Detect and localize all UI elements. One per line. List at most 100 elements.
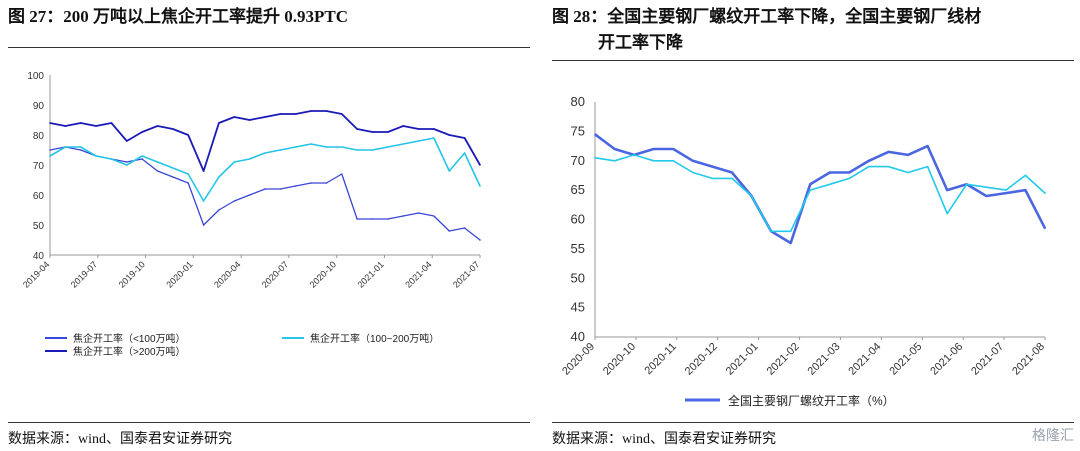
data-point [310, 182, 312, 184]
data-point [848, 171, 851, 174]
data-point [613, 159, 616, 162]
x-tick-label: 2021-03 [806, 341, 843, 378]
data-point [172, 167, 174, 169]
data-point [1005, 192, 1007, 194]
data-point [907, 171, 909, 174]
data-point [985, 195, 988, 197]
right-figure-title: 图 28：全国主要钢厂螺纹开工率下降，全国主要钢厂线材 开工率下降 [552, 4, 1072, 56]
x-tick-label: 2019-07 [69, 259, 99, 289]
data-point [64, 125, 67, 127]
y-tick-label: 80 [33, 131, 45, 142]
x-tick-label: 2021-01 [724, 341, 761, 378]
right-figure-title-line2: 开工率下降 [598, 33, 683, 52]
data-point [417, 212, 420, 214]
data-point [402, 143, 405, 145]
data-point [731, 171, 733, 174]
watermark: 格隆汇 [1032, 427, 1074, 443]
data-point [156, 125, 159, 127]
data-point [692, 159, 694, 162]
y-tick-label: 40 [33, 251, 45, 262]
data-point [172, 128, 174, 130]
data-point [672, 148, 675, 150]
series-line [594, 133, 1047, 245]
data-point [433, 137, 435, 139]
data-point [985, 186, 988, 188]
data-point [356, 218, 358, 220]
data-point [809, 189, 812, 191]
series-line [594, 154, 1046, 233]
data-point [1005, 189, 1007, 191]
data-point [371, 149, 374, 151]
data-point [770, 230, 772, 233]
data-point [946, 212, 948, 215]
y-tick-label: 65 [571, 182, 585, 197]
data-point [110, 122, 113, 124]
data-point [248, 119, 251, 121]
data-point [907, 154, 909, 156]
y-tick-label: 60 [33, 191, 45, 202]
data-point [750, 195, 753, 197]
x-tick-label: 2021-02 [765, 341, 802, 378]
x-tick-label: 2020-10 [601, 341, 638, 378]
top-rule-right [552, 60, 1074, 61]
data-point [340, 146, 343, 148]
data-point [479, 185, 481, 187]
data-point [187, 173, 190, 175]
left-figure-title: 图 27：200 万吨以上焦企开工率提升 0.93PTC [8, 7, 348, 26]
data-point [233, 200, 236, 202]
data-point [887, 165, 890, 168]
data-point [828, 183, 831, 186]
y-tick-label: 100 [27, 71, 44, 82]
data-point [387, 218, 389, 220]
x-tick-label: 2019-10 [117, 259, 147, 289]
data-point [156, 161, 159, 163]
data-point [264, 152, 266, 154]
x-tick-label: 2021-04 [846, 341, 883, 378]
data-point [141, 158, 143, 160]
data-point [264, 116, 266, 118]
right-figure-title-line1: 图 28：全国主要钢厂螺纹开工率下降，全国主要钢厂线材 [552, 7, 982, 26]
top-rule-left [8, 47, 530, 48]
bottom-rule-left [8, 422, 530, 423]
data-point [387, 131, 389, 133]
data-point [417, 140, 420, 142]
data-point [809, 183, 812, 186]
data-point [868, 159, 870, 162]
right-source-note: 数据来源：wind、国泰君安证券研究 [552, 432, 776, 447]
y-tick-label: 40 [571, 329, 585, 344]
data-point [79, 149, 82, 151]
data-point [433, 128, 435, 130]
y-tick-label: 90 [33, 101, 45, 112]
data-point [49, 122, 51, 124]
data-point [1024, 189, 1027, 191]
data-point [340, 113, 343, 115]
data-point [294, 146, 297, 148]
x-tick-label: 2021-07 [451, 259, 481, 289]
data-point [110, 158, 113, 160]
y-tick-label: 50 [571, 270, 585, 285]
data-point [594, 157, 596, 159]
data-point [448, 170, 451, 172]
data-point [463, 227, 466, 229]
data-point [594, 133, 596, 136]
data-point [448, 230, 451, 232]
data-point [310, 143, 312, 145]
data-point [433, 215, 435, 217]
y-tick-label: 60 [571, 212, 585, 227]
data-point [356, 128, 358, 130]
data-point [1044, 227, 1046, 230]
data-point [187, 182, 190, 184]
x-tick-label: 2020-10 [308, 259, 338, 289]
data-point [49, 149, 51, 151]
data-point [887, 151, 890, 153]
y-tick-label: 70 [571, 153, 585, 168]
data-point [926, 165, 929, 168]
data-point [479, 164, 481, 166]
data-point [218, 122, 220, 124]
data-point [946, 189, 948, 191]
data-point [672, 159, 675, 162]
data-point [79, 122, 82, 124]
y-tick-label: 75 [571, 123, 585, 138]
data-point [463, 152, 466, 154]
data-point [711, 177, 714, 180]
